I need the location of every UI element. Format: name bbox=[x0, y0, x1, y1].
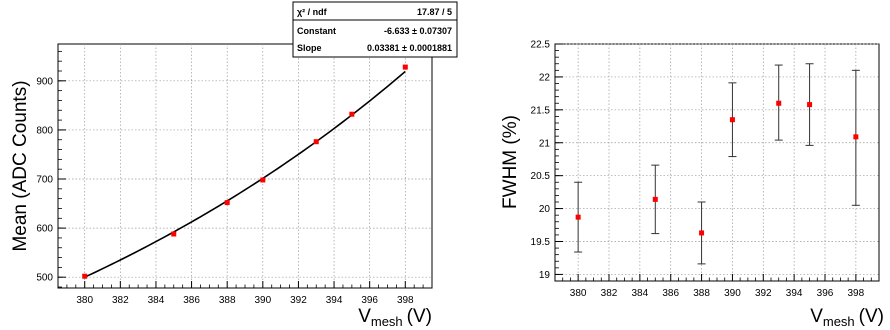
left-data-point bbox=[171, 231, 177, 237]
left-x-tick-label: 388 bbox=[219, 295, 236, 306]
left-chart: 380 382 384 386 388 390 392 394 396 398 500 600 700 8… bbox=[10, 1, 458, 329]
stats-chi2-value: 17.87 / 5 bbox=[417, 7, 452, 17]
right-x-tick-label: 392 bbox=[755, 288, 772, 299]
stats-slope-value: 0.03381 ± 0.0001881 bbox=[367, 43, 452, 53]
right-x-tick-label: 386 bbox=[662, 288, 679, 299]
left-x-tick-label: 382 bbox=[112, 295, 129, 306]
right-plot-frame bbox=[554, 43, 880, 282]
right-y-tick-label: 19.5 bbox=[531, 237, 551, 248]
left-data-point bbox=[313, 139, 319, 145]
right-data-point bbox=[807, 102, 813, 108]
right-x-tick-label: 384 bbox=[632, 288, 649, 299]
right-data-point bbox=[853, 134, 859, 140]
left-x-tick-label: 398 bbox=[397, 295, 414, 306]
right-x-axis-title: Vmesh (V) bbox=[810, 306, 884, 329]
right-x-tick-label: 390 bbox=[724, 288, 741, 299]
right-y-axis-title: FWHM (%) bbox=[500, 115, 521, 209]
right-x-tick-label: 398 bbox=[848, 288, 865, 299]
right-x-tick-label: 388 bbox=[693, 288, 710, 299]
right-data-point bbox=[776, 100, 782, 106]
right-data-point bbox=[729, 117, 735, 123]
left-y-tick-label: 600 bbox=[36, 224, 53, 235]
right-data-point bbox=[699, 230, 705, 236]
left-grid bbox=[58, 44, 432, 288]
right-y-tick-label: 19 bbox=[539, 270, 551, 281]
left-data-point bbox=[402, 64, 408, 70]
stats-constant-value: -6.633 ± 0.07307 bbox=[384, 26, 452, 36]
stats-chi2-label: χ² / ndf bbox=[297, 7, 328, 17]
left-data-point bbox=[349, 111, 355, 117]
right-y-tick-label: 21 bbox=[539, 138, 551, 149]
right-data-point bbox=[652, 196, 658, 202]
right-ticks: 380 382 384 386 388 390 392 394 396 398 19 19.5 20 20… bbox=[531, 40, 880, 299]
right-data-points bbox=[574, 63, 860, 265]
left-y-axis-title: Mean (ADC Counts) bbox=[10, 80, 31, 251]
right-x-tick-label: 396 bbox=[817, 288, 834, 299]
left-y-tick-label: 800 bbox=[36, 125, 53, 136]
left-y-tick-label: 700 bbox=[36, 175, 53, 186]
left-x-tick-label: 396 bbox=[361, 295, 378, 306]
left-x-tick-label: 380 bbox=[76, 295, 93, 306]
right-x-tick-label: 380 bbox=[570, 288, 587, 299]
left-y-tick-label: 900 bbox=[36, 76, 53, 87]
left-x-tick-label: 390 bbox=[254, 295, 271, 306]
right-y-tick-label: 21.5 bbox=[531, 105, 551, 116]
right-x-tick-label: 382 bbox=[601, 288, 618, 299]
right-y-tick-label: 20 bbox=[539, 204, 551, 215]
left-data-point bbox=[224, 200, 230, 206]
left-x-tick-label: 392 bbox=[290, 295, 307, 306]
left-x-tick-label: 386 bbox=[183, 295, 200, 306]
left-x-axis-title: Vmesh (V) bbox=[358, 306, 432, 329]
left-y-tick-label: 500 bbox=[36, 273, 53, 284]
right-chart: 380 382 384 386 388 390 392 394 396 398 19 19.5 20 20… bbox=[500, 40, 884, 330]
right-grid bbox=[555, 43, 879, 281]
stats-box-frame bbox=[292, 1, 458, 58]
right-y-tick-label: 20.5 bbox=[531, 171, 551, 182]
right-y-tick-label: 22.5 bbox=[531, 40, 551, 51]
left-data-points bbox=[82, 64, 408, 279]
right-y-tick-label: 22 bbox=[539, 72, 551, 83]
right-x-tick-label: 394 bbox=[786, 288, 803, 299]
stats-constant-label: Constant bbox=[297, 26, 336, 36]
fit-stats-box: χ² / ndf 17.87 / 5 Constant -6.633 ± 0.0… bbox=[292, 1, 458, 58]
left-ticks: 380 382 384 386 388 390 392 394 396 398 500 600 700 8… bbox=[36, 50, 433, 306]
right-data-point bbox=[575, 214, 581, 220]
left-data-point bbox=[82, 273, 88, 279]
left-data-point bbox=[260, 177, 266, 183]
left-x-tick-label: 384 bbox=[148, 295, 165, 306]
left-x-tick-label: 394 bbox=[326, 295, 343, 306]
stats-slope-label: Slope bbox=[297, 43, 322, 53]
